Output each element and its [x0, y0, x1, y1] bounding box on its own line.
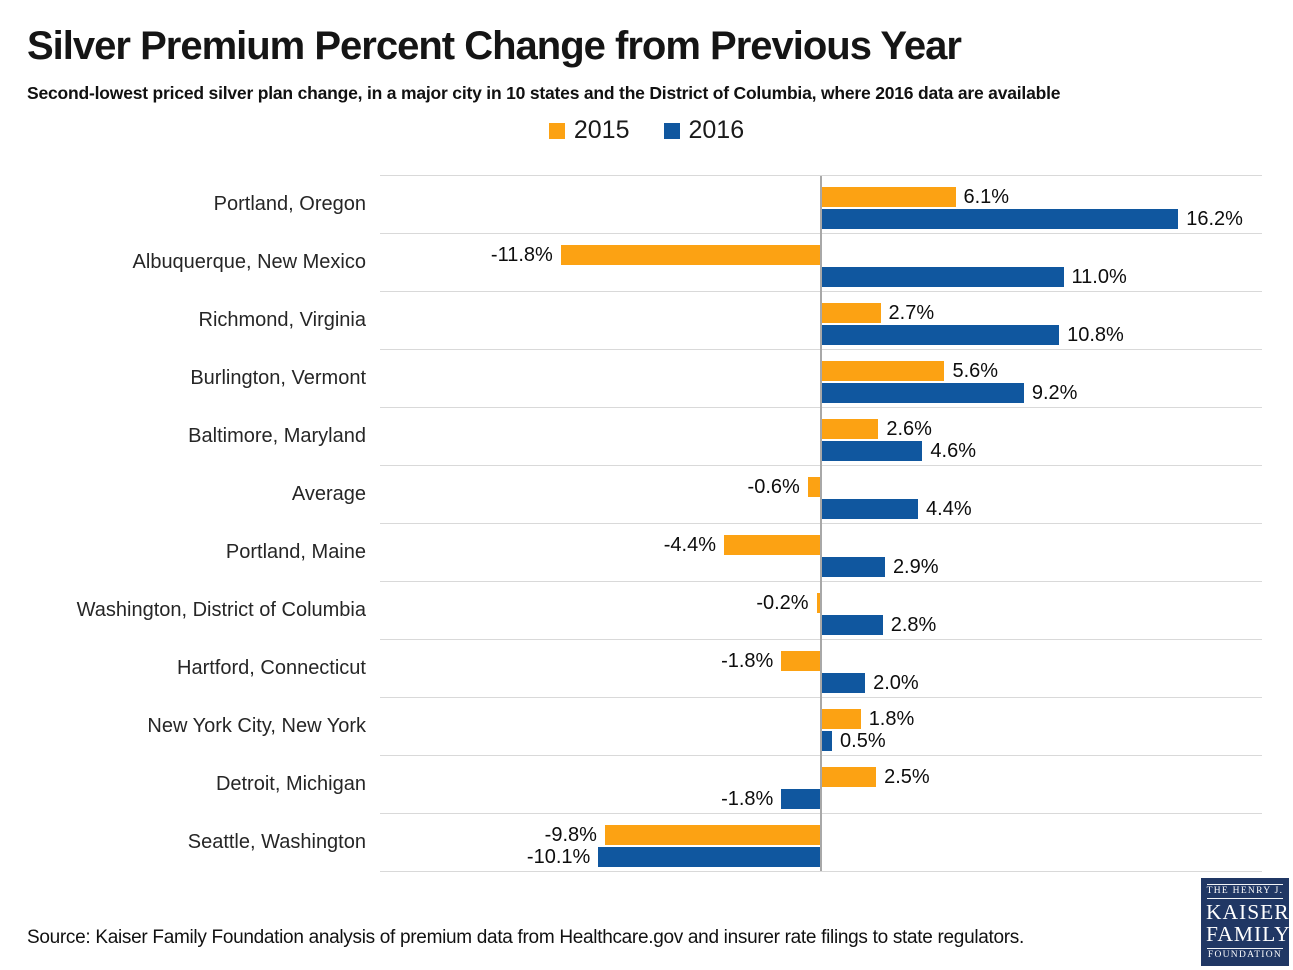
bar-2016 — [821, 441, 923, 461]
value-label-2016: -10.1% — [526, 846, 591, 868]
value-label-2015: -0.6% — [747, 476, 800, 498]
category-label: Portland, Oregon — [213, 192, 366, 215]
bar-2016 — [821, 673, 866, 693]
bar-2015 — [821, 187, 956, 207]
bar-2016 — [821, 499, 919, 519]
bar-2016 — [821, 557, 885, 577]
bar-2015 — [821, 419, 879, 439]
logo-line-kaiser: KAISER — [1206, 900, 1290, 924]
value-label-2016: 16.2% — [1186, 208, 1243, 230]
category-label: Albuquerque, New Mexico — [132, 250, 366, 273]
legend-label-2015: 2015 — [573, 116, 630, 144]
legend-label-2016: 2016 — [688, 116, 745, 144]
category-label: Portland, Maine — [225, 540, 366, 563]
legend-item-2015: 2015 — [548, 116, 630, 145]
bar-2015 — [781, 651, 821, 671]
bar-2015 — [723, 535, 821, 555]
logo-line-foundation: FOUNDATION — [1207, 950, 1283, 960]
bar-2015 — [604, 825, 821, 845]
bar-2015 — [821, 709, 861, 729]
plot-row: 2.5% -1.8% — [380, 756, 1262, 814]
plot-row: -9.8% -10.1% — [380, 814, 1262, 872]
bar-2016 — [821, 325, 1060, 345]
category-label: Seattle, Washington — [187, 830, 366, 853]
legend: 2015 2016 — [0, 116, 1293, 145]
value-label-2016: 0.5% — [840, 730, 886, 752]
legend-item-2016: 2016 — [663, 116, 745, 145]
value-label-2016: 2.9% — [892, 556, 939, 578]
value-label-2016: 11.0% — [1071, 266, 1127, 288]
bar-2015 — [821, 303, 881, 323]
value-label-2016: -1.8% — [721, 788, 774, 810]
value-label-2015: -9.8% — [544, 824, 597, 846]
value-label-2015: -1.8% — [721, 650, 774, 672]
value-label-2015: -4.4% — [663, 534, 716, 556]
bar-2015 — [821, 361, 945, 381]
value-label-2015: -11.8% — [490, 244, 553, 266]
value-label-2015: 2.5% — [884, 766, 930, 788]
bar-2016 — [821, 209, 1179, 229]
value-label-2015: 2.6% — [886, 418, 932, 440]
value-label-2016: 4.4% — [926, 498, 972, 520]
bar-2015 — [821, 767, 877, 787]
kff-logo: THE HENRY J. KAISER FAMILY FOUNDATION — [1201, 878, 1291, 966]
category-label: Hartford, Connecticut — [177, 656, 366, 679]
bar-2016 — [598, 847, 821, 867]
bar-2015 — [560, 245, 821, 265]
value-label-2015: 2.7% — [888, 302, 935, 324]
logo-line-family: FAMILY — [1206, 922, 1291, 946]
logo-rule — [1207, 948, 1283, 949]
bar-2015 — [807, 477, 821, 497]
category-axis: Portland, Oregon Albuquerque, New Mexico R… — [0, 175, 366, 871]
plot-row: -11.8% 11.0% — [380, 234, 1262, 292]
value-label-2016: 2.0% — [873, 672, 919, 694]
value-label-2015: 5.6% — [952, 360, 999, 382]
category-label: Richmond, Virginia — [198, 308, 367, 331]
plot-row: -0.6% 4.4% — [380, 466, 1262, 524]
bar-2016 — [781, 789, 821, 809]
value-label-2016: 10.8% — [1067, 324, 1124, 346]
category-label: Detroit, Michigan — [215, 772, 366, 795]
legend-swatch-2016-icon — [663, 122, 680, 139]
value-label-2016: 4.6% — [930, 440, 977, 462]
category-label: Washington, District of Columbia — [76, 598, 366, 621]
chart-subtitle: Second-lowest priced silver plan change,… — [27, 83, 1061, 103]
category-label: Burlington, Vermont — [190, 366, 366, 389]
bar-2016 — [821, 615, 883, 635]
value-label-2016: 9.2% — [1031, 382, 1078, 404]
bar-2015 — [816, 593, 821, 613]
bar-2016 — [821, 267, 1064, 287]
category-label: New York City, New York — [147, 714, 366, 737]
bar-2016 — [821, 731, 833, 751]
category-label: Baltimore, Maryland — [188, 424, 366, 447]
value-label-2015: 6.1% — [963, 186, 1010, 208]
chart-title: Silver Premium Percent Change from Previ… — [27, 24, 962, 68]
zero-axis-line — [820, 176, 822, 871]
source-text: Source: Kaiser Family Foundation analysi… — [27, 927, 1024, 948]
logo-line-henry: THE HENRY J. — [1206, 886, 1284, 896]
value-label-2016: 2.8% — [890, 614, 937, 636]
category-label: Average — [291, 482, 366, 505]
plot-row: 6.1% 16.2% — [380, 176, 1262, 234]
logo-rule — [1207, 898, 1283, 899]
bar-2016 — [821, 383, 1024, 403]
legend-swatch-2015-icon — [548, 122, 565, 139]
plot-area: 6.1% 16.2% -11.8% 11.0% 2.7% 10.8% 5.6% 9.2% 2.6… — [380, 175, 1262, 872]
value-label-2015: -0.2% — [756, 592, 809, 614]
value-label-2015: 1.8% — [868, 708, 915, 730]
logo-rule — [1207, 884, 1283, 885]
